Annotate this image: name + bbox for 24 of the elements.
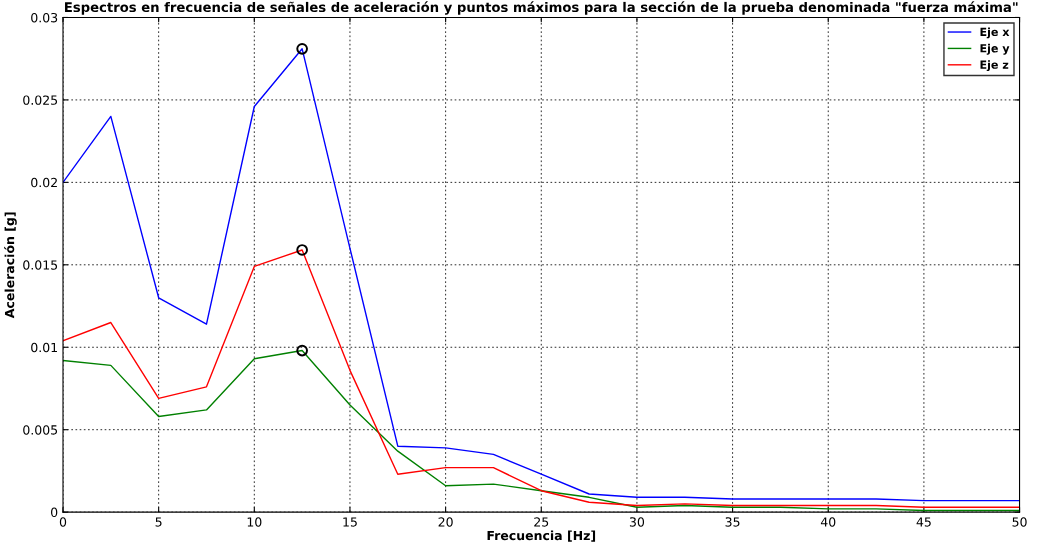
legend-label: Eje z bbox=[980, 60, 1009, 72]
x-tick-label: 30 bbox=[629, 517, 645, 527]
y-tick-label: 0.015 bbox=[23, 260, 58, 270]
y-tick-label: 0.02 bbox=[31, 177, 57, 188]
x-tick-label: 25 bbox=[534, 517, 549, 527]
x-tick-label: 20 bbox=[438, 517, 453, 527]
chart-title: Espectros en frecuencia de señales de aceleración y puntos máximos para la sección de la prueba denominada "fuerza máxima" bbox=[65, 1, 1018, 15]
x-tick-label: 45 bbox=[916, 517, 931, 527]
legend-label: Eje x bbox=[980, 27, 1010, 39]
x-tick-label: 35 bbox=[725, 517, 740, 527]
y-tick-label: 0.03 bbox=[31, 12, 58, 23]
x-tick-label: 50 bbox=[1012, 517, 1027, 527]
y-tick-label: 0 bbox=[51, 507, 58, 518]
x-tick-label: 5 bbox=[155, 517, 162, 527]
x-tick-label: 10 bbox=[247, 517, 262, 527]
legend-label: Eje y bbox=[980, 43, 1010, 55]
y-tick-label: 0.025 bbox=[23, 95, 58, 105]
x-tick-label: 0 bbox=[59, 517, 67, 527]
y-tick-label: 0.01 bbox=[31, 342, 57, 353]
y-axis-title: Aceleración [g] bbox=[4, 212, 17, 319]
y-tick-label: 0.005 bbox=[23, 425, 58, 435]
x-tick-label: 40 bbox=[820, 517, 836, 527]
x-axis-title: Frecuencia [Hz] bbox=[487, 530, 596, 542]
x-tick-label: 15 bbox=[343, 517, 357, 527]
